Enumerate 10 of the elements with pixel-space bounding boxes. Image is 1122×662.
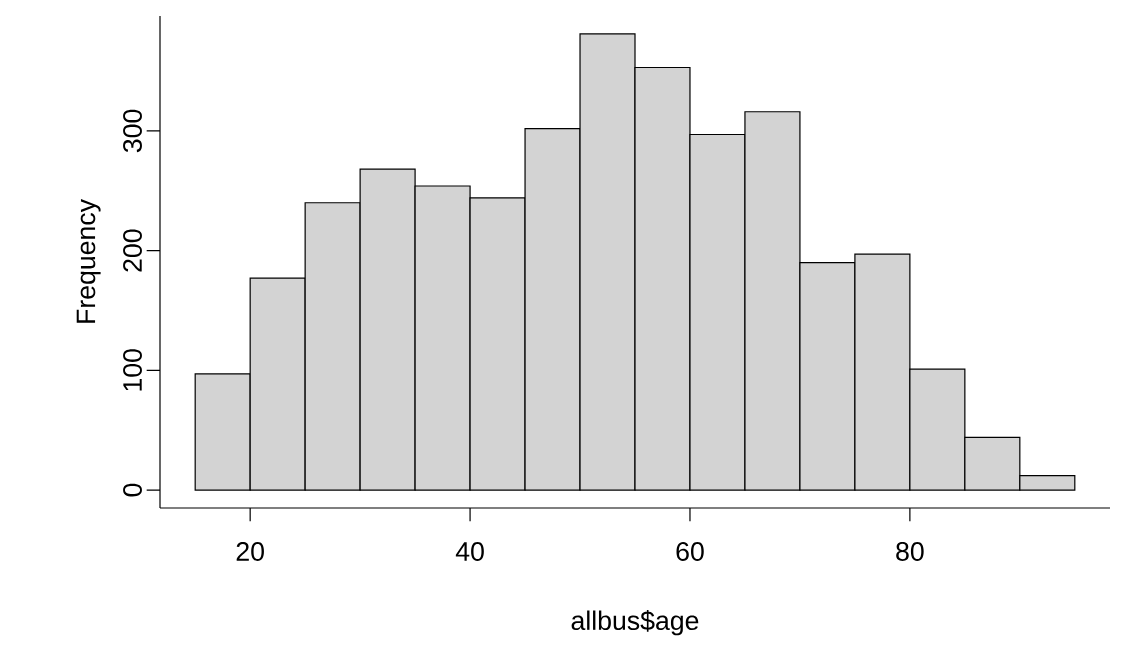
y-tick-label: 0 xyxy=(123,483,142,497)
x-axis-title: allbus$age xyxy=(571,610,699,636)
y-tick-label: 200 xyxy=(123,229,142,272)
x-tick-label: 20 xyxy=(236,542,264,561)
y-tick-label: 100 xyxy=(123,349,142,391)
x-tick-label: 80 xyxy=(896,542,924,561)
y-tick-label: 300 xyxy=(123,109,142,153)
y-axis-title: Frequency xyxy=(76,199,101,323)
x-tick-label: 60 xyxy=(676,542,704,561)
x-tick-label: 40 xyxy=(455,542,484,561)
